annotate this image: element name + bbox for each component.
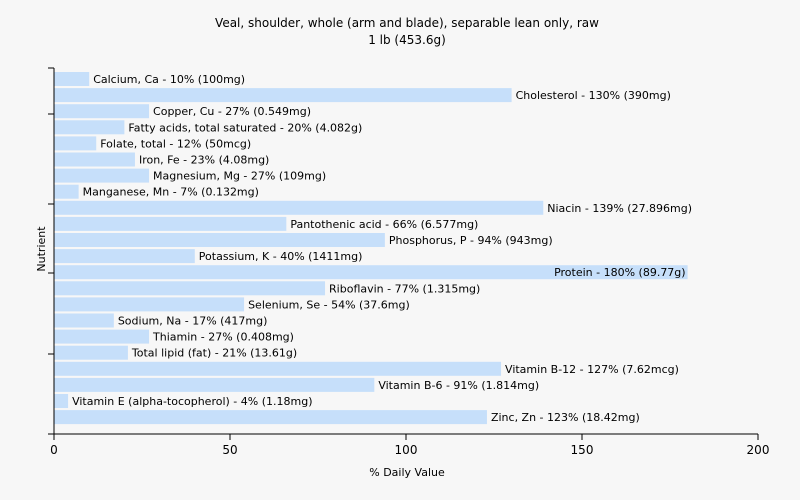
- bar: [54, 297, 245, 312]
- bar: [54, 136, 97, 151]
- bar: [54, 281, 326, 296]
- bar-label: Vitamin E (alpha-tocopherol) - 4% (1.18m…: [72, 395, 312, 408]
- bar: [54, 88, 512, 103]
- bar: [54, 216, 287, 231]
- bar: [54, 265, 688, 280]
- bar-label: Folate, total - 12% (50mcg): [100, 137, 251, 150]
- bar: [54, 249, 195, 264]
- bar: [54, 184, 79, 199]
- bar-label: Potassium, K - 40% (1411mg): [199, 250, 363, 263]
- bar-label: Fatty acids, total saturated - 20% (4.08…: [128, 121, 362, 134]
- bar-label: Magnesium, Mg - 27% (109mg): [153, 170, 326, 183]
- bar-label: Cholesterol - 130% (390mg): [516, 89, 671, 102]
- bar-label: Thiamin - 27% (0.408mg): [152, 331, 294, 344]
- bar-label: Manganese, Mn - 7% (0.132mg): [83, 186, 259, 199]
- bar-label: Copper, Cu - 27% (0.549mg): [153, 105, 311, 118]
- x-tick-label: 50: [222, 443, 237, 457]
- bar-label: Zinc, Zn - 123% (18.42mg): [491, 411, 640, 424]
- bars-layer: [54, 72, 688, 425]
- chart-subtitle: 1 lb (453.6g): [368, 33, 446, 47]
- bar: [54, 329, 150, 344]
- bar-label: Protein - 180% (89.77g): [554, 266, 686, 279]
- bar: [54, 168, 150, 183]
- bar-label: Selenium, Se - 54% (37.6mg): [248, 298, 410, 311]
- bar: [54, 104, 150, 119]
- bar: [54, 120, 125, 135]
- bar: [54, 152, 135, 167]
- bar-labels-layer: Calcium, Ca - 10% (100mg) Cholesterol - 1…: [72, 73, 692, 424]
- bar-label: Riboflavin - 77% (1.315mg): [329, 282, 480, 295]
- bar-label: Iron, Fe - 23% (4.08mg): [139, 154, 269, 167]
- bar: [54, 361, 502, 376]
- bar-label: Sodium, Na - 17% (417mg): [118, 315, 268, 328]
- bar-label: Niacin - 139% (27.896mg): [547, 202, 692, 215]
- bar-label: Pantothenic acid - 66% (6.577mg): [290, 218, 478, 231]
- bar-label: Vitamin B-12 - 127% (7.62mcg): [505, 363, 679, 376]
- bar-label: Phosphorus, P - 94% (943mg): [389, 234, 553, 247]
- bar: [54, 200, 544, 215]
- bar-label: Calcium, Ca - 10% (100mg): [93, 73, 245, 86]
- bar: [54, 394, 69, 408]
- bar: [54, 313, 114, 328]
- x-tick-label: 100: [395, 443, 418, 457]
- chart-title: Veal, shoulder, whole (arm and blade), s…: [215, 16, 599, 30]
- bar: [54, 377, 375, 392]
- bar: [54, 345, 128, 360]
- bar: [54, 233, 385, 247]
- bar: [54, 72, 90, 86]
- x-tick-label: 150: [571, 443, 594, 457]
- bar-label: Vitamin B-6 - 91% (1.814mg): [378, 379, 539, 392]
- x-axis-title: % Daily Value: [369, 466, 445, 479]
- y-axis-title: Nutrient: [35, 226, 48, 272]
- bar-label: Total lipid (fat) - 21% (13.61g): [131, 347, 297, 360]
- bar: [54, 410, 487, 425]
- x-tick-label: 200: [747, 443, 770, 457]
- axes-layer: 0 50 100 150 200: [48, 67, 770, 457]
- x-tick-label: 0: [50, 443, 58, 457]
